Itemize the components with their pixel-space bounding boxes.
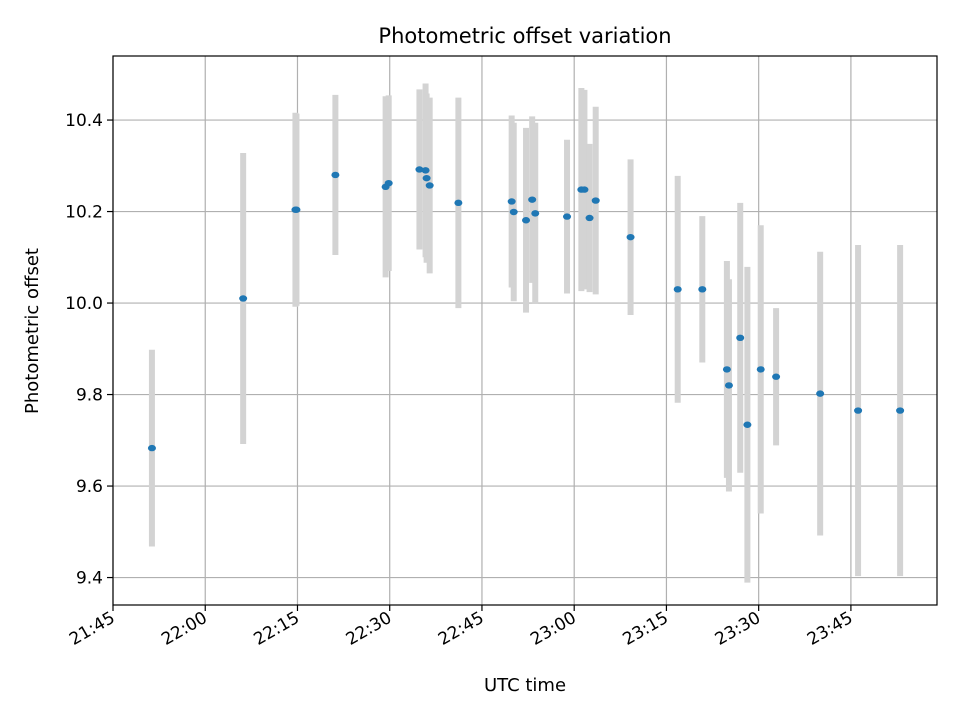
plot-frame [112, 55, 938, 606]
data-point [507, 198, 516, 205]
data-point [673, 286, 682, 293]
x-axis-title: UTC time [484, 675, 566, 696]
data-point [425, 182, 434, 189]
data-point [522, 217, 531, 224]
data-point [415, 166, 424, 173]
data-point [854, 407, 863, 414]
data-point [292, 206, 301, 213]
data-point [528, 196, 537, 203]
y-tick-label: 10.4 [65, 111, 103, 131]
data-point [331, 171, 340, 179]
data-point [509, 208, 518, 216]
data-point [384, 179, 393, 187]
data-point [724, 382, 733, 389]
data-point [736, 334, 745, 342]
data-point [563, 213, 572, 220]
chart-title: Photometric offset variation [378, 24, 671, 48]
data-points [147, 166, 905, 452]
data-point [816, 390, 825, 397]
y-tick-label: 9.4 [76, 569, 103, 589]
y-axis-title: Photometric offset [22, 248, 43, 414]
data-point [896, 407, 905, 414]
data-point [421, 167, 430, 174]
data-point [422, 174, 431, 182]
data-point [239, 295, 248, 302]
data-point [454, 199, 463, 207]
y-tick-label: 9.6 [76, 477, 103, 497]
data-point [756, 366, 765, 373]
y-axis-ticks: 9.4 9.6 9.8 10.0 10.2 10.4 [65, 111, 113, 589]
data-point [698, 286, 707, 293]
data-point [147, 444, 156, 452]
data-point [772, 373, 781, 380]
data-point [722, 366, 731, 373]
data-point [626, 233, 635, 241]
y-tick-label: 10.0 [65, 294, 103, 314]
data-point [531, 210, 540, 217]
data-point [585, 214, 594, 222]
y-tick-label: 9.8 [76, 386, 103, 406]
data-point [591, 197, 600, 204]
data-point [580, 186, 589, 193]
y-tick-label: 10.2 [65, 203, 103, 223]
data-point [743, 421, 752, 428]
